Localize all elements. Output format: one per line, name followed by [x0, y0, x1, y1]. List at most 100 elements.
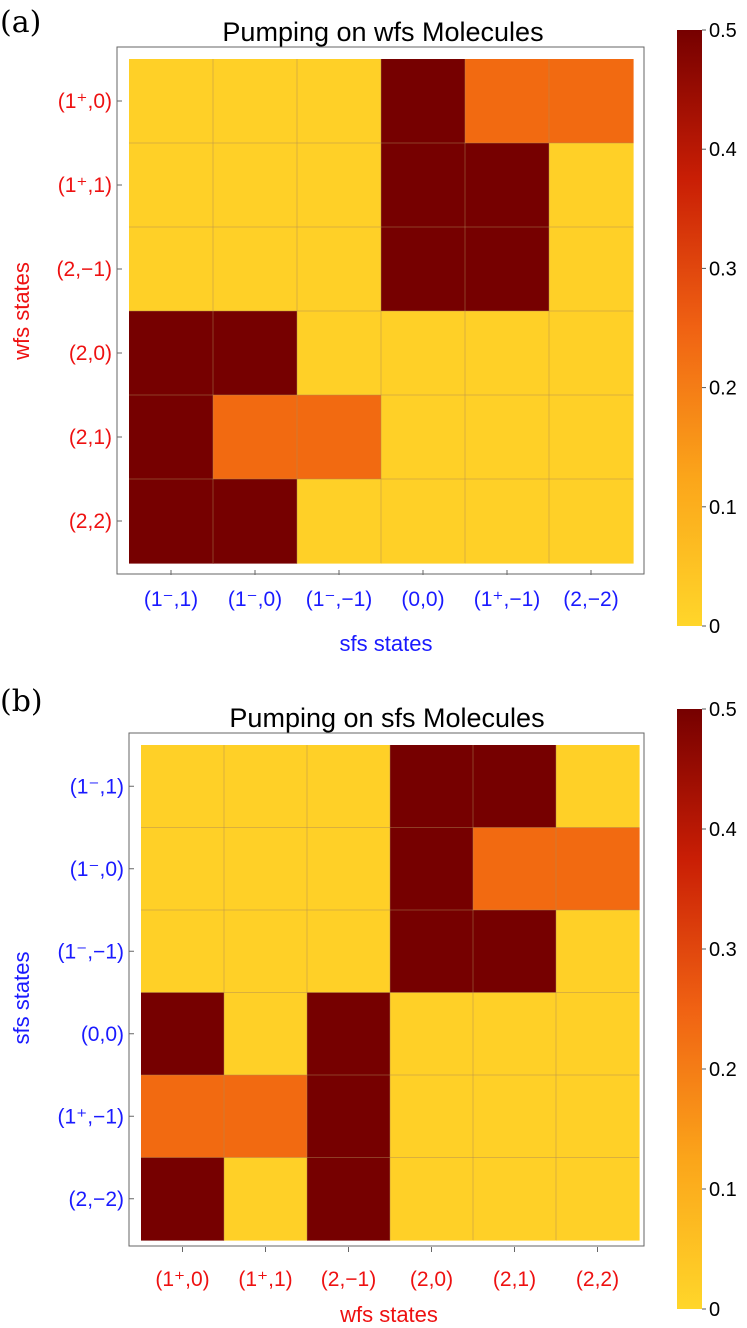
heatmap-cell	[465, 311, 550, 396]
heatmap-cell	[129, 311, 214, 396]
colorbar-tick-label: 0.5	[709, 699, 737, 721]
heatmap-cell	[297, 395, 382, 480]
y-axis-label: sfs states	[9, 952, 34, 1045]
y-tick-label: (1⁺,1)	[58, 174, 112, 197]
colorbar-tick-label: 0.4	[709, 819, 737, 841]
panel-label: (b)	[0, 684, 43, 719]
heatmap-cell	[224, 1075, 308, 1159]
heatmap-cell	[297, 311, 382, 396]
colorbar-tick-label: 0.3	[709, 258, 737, 280]
heatmap-cell	[297, 143, 382, 228]
heatmap-cell	[465, 143, 550, 228]
x-tick-label: (2,1)	[493, 1268, 536, 1291]
heatmap-cell	[307, 1157, 391, 1241]
grid-lines	[129, 59, 633, 563]
heatmap-cell	[307, 992, 391, 1076]
heatmap-cell	[129, 143, 214, 228]
chart-title: Pumping on wfs Molecules	[222, 17, 543, 47]
x-tick-label: (2,−2)	[563, 588, 618, 611]
heatmap-cell	[224, 1157, 308, 1241]
heatmap-cell	[381, 311, 466, 396]
chart-title: Pumping on sfs Molecules	[229, 703, 544, 733]
heatmap-cell	[141, 827, 225, 911]
heatmap-cell	[141, 992, 225, 1076]
heatmap-cell	[381, 143, 466, 228]
y-tick-label: (1⁻,0)	[70, 858, 124, 881]
colorbar-tick-labels: 0 0.1 0.2 0.3 0.4 0.5	[702, 20, 737, 638]
colorbar-tick-label: 0.3	[709, 939, 737, 961]
heatmap-cell	[556, 1157, 640, 1241]
heatmap-cell	[556, 992, 640, 1076]
y-tick-label: (1⁻,−1)	[57, 940, 124, 963]
colorbar-tick-labels: 0 0.1 0.2 0.3 0.4 0.5	[702, 699, 737, 1321]
heatmap-cell	[549, 395, 634, 480]
heatmap-cell	[129, 227, 214, 312]
y-tick-label: (1⁺,−1)	[57, 1105, 124, 1128]
heatmap-cell	[549, 143, 634, 228]
heatmap-panel-a: (a) Pumping on wfs Molecules (1⁻,1) (1⁻,0…	[0, 5, 737, 656]
heatmap-cell	[556, 910, 640, 994]
heatmap-cell	[224, 910, 308, 994]
colorbar-tick-label: 0.1	[709, 497, 737, 519]
x-axis-label: wfs states	[339, 1302, 438, 1327]
heatmap-cell	[465, 479, 550, 564]
heatmap-cell	[549, 59, 634, 144]
y-tick-labels: (1⁻,1) (1⁻,0) (1⁻,−1) (0,0) (1⁺,−1) (2,−2)	[57, 775, 134, 1211]
plot-frame	[128, 732, 645, 1247]
grid-lines	[141, 745, 639, 1240]
heatmap-cell	[213, 59, 298, 144]
heatmap-cell	[473, 1075, 557, 1159]
heatmap-cell	[224, 992, 308, 1076]
y-tick-label: (1⁻,1)	[70, 775, 124, 798]
y-tick-label: (2,2)	[69, 510, 112, 533]
heatmap-cell	[381, 479, 466, 564]
x-tick-label: (1⁻,0)	[228, 588, 282, 611]
y-tick-label: (2,1)	[69, 426, 112, 449]
heatmap-cell	[141, 1075, 225, 1159]
heatmap-cell	[141, 910, 225, 994]
heatmap-cell	[549, 479, 634, 564]
heatmap-cell	[213, 395, 298, 480]
heatmap-cell	[224, 827, 308, 911]
heatmap-cell	[381, 227, 466, 312]
y-tick-label: (0,0)	[81, 1023, 124, 1046]
heatmap-cells	[141, 745, 640, 1241]
heatmap-cell	[297, 59, 382, 144]
heatmap-cell	[465, 395, 550, 480]
heatmap-cell	[556, 1075, 640, 1159]
heatmap-cell	[473, 827, 557, 911]
heatmap-cell	[390, 827, 474, 911]
x-tick-label: (1⁺,1)	[238, 1268, 292, 1291]
heatmap-cell	[224, 745, 308, 829]
y-tick-label: (2,0)	[69, 342, 112, 365]
heatmap-cell	[390, 745, 474, 829]
colorbar-tick-label: 0	[709, 1299, 720, 1321]
heatmap-cell	[549, 227, 634, 312]
x-tick-label: (2,2)	[576, 1268, 619, 1291]
heatmap-cell	[465, 227, 550, 312]
x-tick-label: (0,0)	[401, 588, 444, 611]
x-axis-label: sfs states	[340, 631, 433, 656]
y-tick-labels: (1⁺,0) (1⁺,1) (2,−1) (2,0) (2,1) (2,2)	[57, 90, 122, 533]
heatmap-cell	[297, 479, 382, 564]
heatmap-cell	[213, 227, 298, 312]
heatmap-cell	[213, 479, 298, 564]
heatmap-cell	[129, 59, 214, 144]
heatmap-cell	[307, 1075, 391, 1159]
plot-frame	[116, 46, 645, 575]
y-tick-label: (2,−1)	[57, 258, 112, 281]
x-tick-label: (2,−1)	[321, 1268, 376, 1291]
x-tick-label: (1⁺,0)	[155, 1268, 209, 1291]
x-tick-labels: (1⁻,1) (1⁻,0) (1⁻,−1) (0,0) (1⁺,−1) (2,−2)	[144, 570, 619, 611]
colorbar	[677, 709, 702, 1309]
heatmap-cell	[465, 59, 550, 144]
heatmap-cell	[307, 827, 391, 911]
colorbar-tick-label: 0.2	[709, 1059, 737, 1081]
colorbar-tick-label: 0	[709, 616, 720, 638]
heatmap-cell	[473, 745, 557, 829]
heatmap-cell	[141, 745, 225, 829]
heatmap-cell	[141, 1157, 225, 1241]
colorbar-tick-label: 0.1	[709, 1179, 737, 1201]
heatmap-cell	[307, 910, 391, 994]
